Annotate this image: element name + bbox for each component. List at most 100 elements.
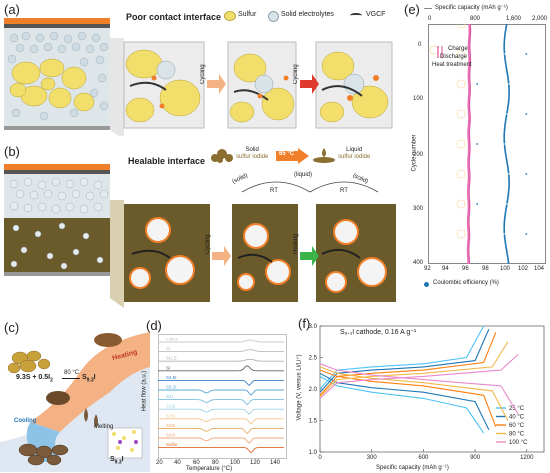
e-ytick: 0 [418,42,422,48]
dsc-curve [158,408,284,415]
dsc-chart: Iodine SI SI1.5 SI S4.5I S9.3I S1I S12I S15I S25I… [158,334,287,459]
panel-a-legend: Sulfur Solid electrolytes VGCF [224,10,402,24]
cycle-frame [428,24,546,264]
dsc-curve-label: S12I [166,404,175,409]
vgcf-legend-icon [350,13,362,18]
dsc-curve-label: SI [166,365,170,370]
dsc-curve [158,389,284,396]
legend-vgcf: VGCF [366,11,386,18]
ce-point [506,201,508,204]
panel-a-title: Poor contact interface [126,12,222,22]
heat-treatment-marker [456,109,466,119]
panel-a-cycling-arrow-1 [207,74,226,94]
panel-a-cycling-arrow-2 [300,74,319,94]
e-ytick: 200 [413,152,424,158]
discharge-curve [319,375,485,434]
heat-treatment-marker [456,79,466,89]
bottom-tick: 102 [518,266,529,272]
bottom-tick: 92 [424,266,431,272]
dsc-curve-label: SI [166,346,170,351]
ce-point [503,141,506,144]
bottom-tick: 100 [500,266,511,272]
volt-ytick: 2.5 [309,356,318,362]
liquid-sulfur-iodide-icon [313,148,335,163]
d-xtick: 20 [156,460,163,466]
panel-f-inset-title: S₉.₃I cathode, 0.16 A g⁻¹ [340,329,417,336]
legend-sulfur: Sulfur [238,11,257,18]
bottom-tick: 94 [442,266,449,272]
ce-legend-dot-icon [424,282,429,287]
panel-f: (f) Voltage (V, versus Li/Li⁺) 1.0 1.5 2.0… [296,314,550,473]
dsc-curve [158,418,284,425]
electrolyte-legend-icon [268,11,279,22]
volt-xtick: 300 [367,455,378,461]
d-xtick: 40 [174,460,181,466]
phase-arcs [241,181,379,193]
cycling-chart [428,24,546,264]
bottom-tick: 98 [482,266,489,272]
dsc-curve [158,349,284,353]
panel-a: (a) [0,0,400,140]
legend-discharge: Discharge [440,54,468,60]
panel-b-healing-arrow [300,246,319,266]
ce-point [507,261,510,264]
top-ticks: 0 800 1,600 2,000 [428,16,550,24]
e-ytick: 100 [413,96,424,102]
solid-sulfur-iodide-icon [211,149,233,163]
d-xtick: 60 [193,460,200,466]
final-i: I [121,456,124,463]
panel-d-ylabel: Heat flow (a.u.) [141,370,148,412]
volt-legend-label: 40 °C [509,415,525,421]
rt-left: RT [270,188,278,194]
panel-e-label: (e) [404,2,420,17]
dsc-curve [158,379,284,387]
discharge-series [466,24,471,264]
panel-b-cycling-arrow [212,246,231,266]
charge-curve [319,332,497,396]
ce-point [525,173,528,175]
product-s: S [82,374,87,381]
final-s: S [110,456,115,463]
e-ytick: 400 [413,260,424,266]
charge-series [468,24,472,264]
d-xtick: 120 [250,460,261,466]
dsc-curve-label: SI1.5 [166,356,177,361]
equation-temp: 80 °C [64,370,80,376]
volt-ytick: 1.0 [309,450,318,456]
volt-xtick: 900 [470,455,481,461]
ce-point [503,231,506,234]
top-axis-title: Specific capacity (mAh g⁻¹) [435,5,508,11]
d-xtick: 140 [270,460,281,466]
arc-liquid: (liquid) [294,172,313,178]
dsc-curve-label: S4.5I [166,375,177,380]
bottom-axis-title: Coulombic efficiency (%) [433,280,499,286]
discharge-curve [319,372,490,431]
equation-arrow [62,378,80,379]
panel-b-arrow-label-2: Healing [293,233,299,254]
heat-treatment-marker [456,49,466,59]
legend-heat-treatment: Heat treatment [432,62,472,68]
ce-point [525,53,528,55]
panel-a-arrow-label-2: Cycling [293,64,299,84]
volt-xtick: 600 [418,455,429,461]
volt-legend-label: 60 °C [509,423,525,429]
dsc-curve [158,399,284,406]
panel-b-label: (b) [4,144,20,159]
dsc-curve-label: S25I [166,423,175,428]
ce-point [507,81,510,84]
dsc-curve-label: S15I [166,413,175,418]
bottom-axis-legend: Coulombic efficiency (%) [424,280,548,290]
ce-point [525,113,528,115]
volt-ytick: 2.0 [309,387,318,393]
dsc-curve [158,358,284,362]
charge-curve [319,325,485,390]
panel-c-label: (c) [4,320,20,335]
panel-b-cell-image [4,164,110,276]
top-tick: 2,000 [532,16,548,22]
ce-point [476,203,479,205]
heat-treatment-marker [456,229,466,239]
ce-point [476,263,479,264]
equation-sub: 2 [50,377,53,384]
panel-a-cell-image [4,18,110,130]
heat-treatment-marker [456,139,466,149]
